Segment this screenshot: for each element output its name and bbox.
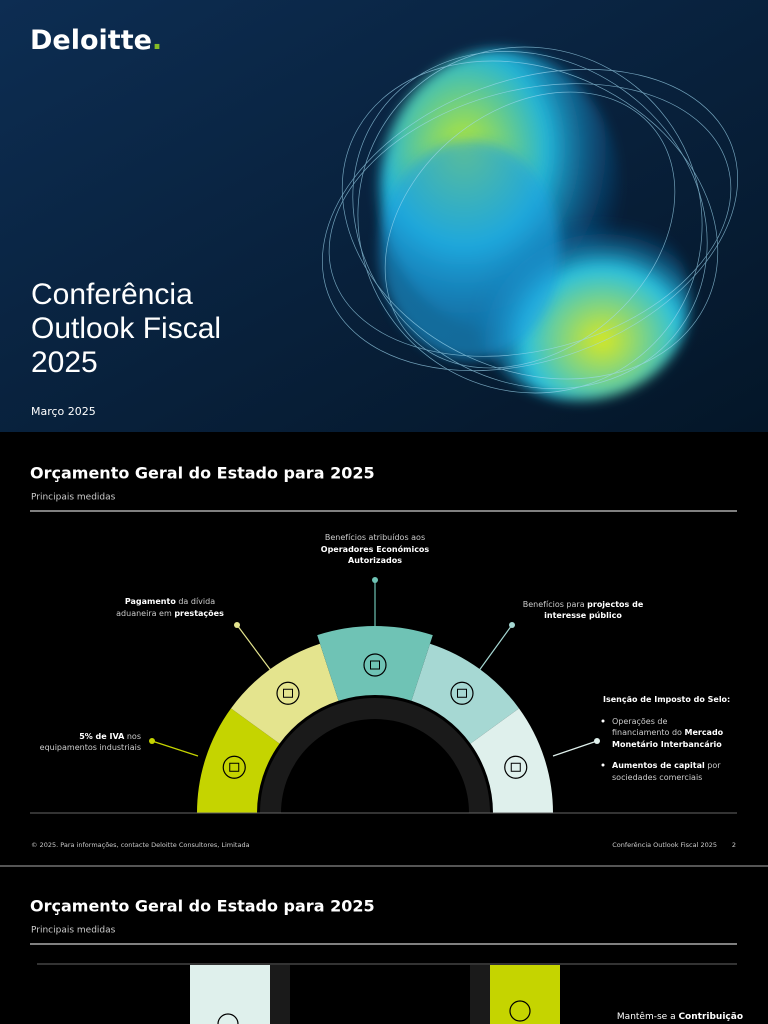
run: Mercado <box>684 728 723 737</box>
slide-title: Orçamento Geral do Estado para 2025 <box>30 464 375 483</box>
run: Aumentos de capital <box>612 761 705 770</box>
bullet <box>601 763 605 767</box>
measure-line: Isenção de Imposto do Selo: <box>603 695 730 704</box>
run: Pagamento <box>125 597 176 606</box>
connector-dot <box>234 622 240 628</box>
bullet <box>601 719 605 723</box>
connector-dot <box>372 577 378 583</box>
run: sociedades comerciais <box>612 773 702 782</box>
slide-title: Orçamento Geral do Estado para 2025 <box>30 897 375 916</box>
connector-dot <box>594 738 600 744</box>
title-line: 2025 <box>31 346 98 379</box>
connector <box>236 624 273 673</box>
footer-event: Conferência Outlook Fiscal 2025 <box>612 841 717 849</box>
measure-line: Pagamento da dívida <box>125 597 215 606</box>
run: interesse público <box>544 611 622 620</box>
title-line: Outlook Fiscal <box>31 312 221 345</box>
measure-line: Aumentos de capital por <box>612 761 721 770</box>
run: Autorizados <box>348 556 402 565</box>
run: projectos de <box>587 600 644 609</box>
logo: Deloitte. <box>30 25 162 56</box>
segment <box>230 643 339 744</box>
measure-line: Autorizados <box>348 556 402 565</box>
abstract-art <box>322 46 738 400</box>
semicircle <box>197 626 553 813</box>
footer-copyright: © 2025. Para informações, contacte Deloi… <box>31 841 250 849</box>
run: 5% de IVA <box>79 732 125 741</box>
connector <box>477 624 513 673</box>
run: por <box>705 761 722 770</box>
measure-line: sociedades comerciais <box>612 773 702 782</box>
measure-line: interesse público <box>544 611 622 620</box>
segment <box>411 643 520 744</box>
measure-line: Operações de <box>612 717 667 726</box>
slide-subtitle: Principais medidas <box>31 926 116 936</box>
measure-line: financiamento do Mercado <box>612 728 724 737</box>
measure-line: equipamentos industriais <box>40 743 141 752</box>
run: equipamentos industriais <box>40 743 141 752</box>
connector <box>552 740 598 757</box>
icon <box>450 681 474 705</box>
run: Contribuição <box>678 1012 743 1022</box>
measure-line: Operadores Económicos <box>321 544 430 554</box>
connector-dot <box>149 738 155 744</box>
connector <box>151 740 199 757</box>
run: Monetário Interbancário <box>612 740 722 749</box>
inner-ring <box>260 698 490 813</box>
run: financiamento do <box>612 728 684 737</box>
measure-line: aduaneira em prestações <box>116 609 224 618</box>
page-number: 2 <box>732 841 736 849</box>
icon-glyph <box>370 660 380 670</box>
run: Benefícios para <box>523 600 587 609</box>
measure-line: Benefícios para projectos de <box>523 600 644 609</box>
measures: 5% de IVA nos equipamentos industriais Pag… <box>40 533 731 782</box>
measure-line: Monetário Interbancário <box>612 740 722 749</box>
partial-text: Mantêm-se a Contribuição <box>617 1011 743 1022</box>
measure-line: 5% de IVA nos <box>79 732 141 741</box>
icon <box>504 755 528 779</box>
run: Operadores Económicos <box>321 544 430 554</box>
icon-glyph <box>456 688 467 698</box>
segment <box>317 626 433 701</box>
icon <box>276 681 300 705</box>
icon-glyph <box>510 762 521 772</box>
run: da dívida <box>176 597 215 606</box>
segment <box>197 708 280 813</box>
run: Benefícios atribuídos aos <box>325 533 425 542</box>
run: Mantêm-se a <box>617 1011 679 1022</box>
measure-line: Benefícios atribuídos aos <box>325 533 425 542</box>
title-line: Conferência <box>31 278 193 311</box>
connector-dot <box>509 622 515 628</box>
icon <box>363 653 387 677</box>
icon <box>222 755 246 779</box>
run: Operações de <box>612 717 667 726</box>
slide-subtitle: Principais medidas <box>31 493 116 503</box>
icon-glyph <box>229 762 240 772</box>
icon-glyph <box>283 688 294 698</box>
semicircle-partial <box>190 965 560 1024</box>
run: prestações <box>174 609 224 618</box>
run: Isenção de Imposto do Selo: <box>603 695 730 704</box>
run: nos <box>124 732 141 741</box>
slide3-bg <box>0 867 768 1024</box>
separator <box>0 865 768 867</box>
segment <box>470 708 553 813</box>
run: aduaneira em <box>116 609 174 618</box>
cover-date: Março 2025 <box>31 405 96 418</box>
